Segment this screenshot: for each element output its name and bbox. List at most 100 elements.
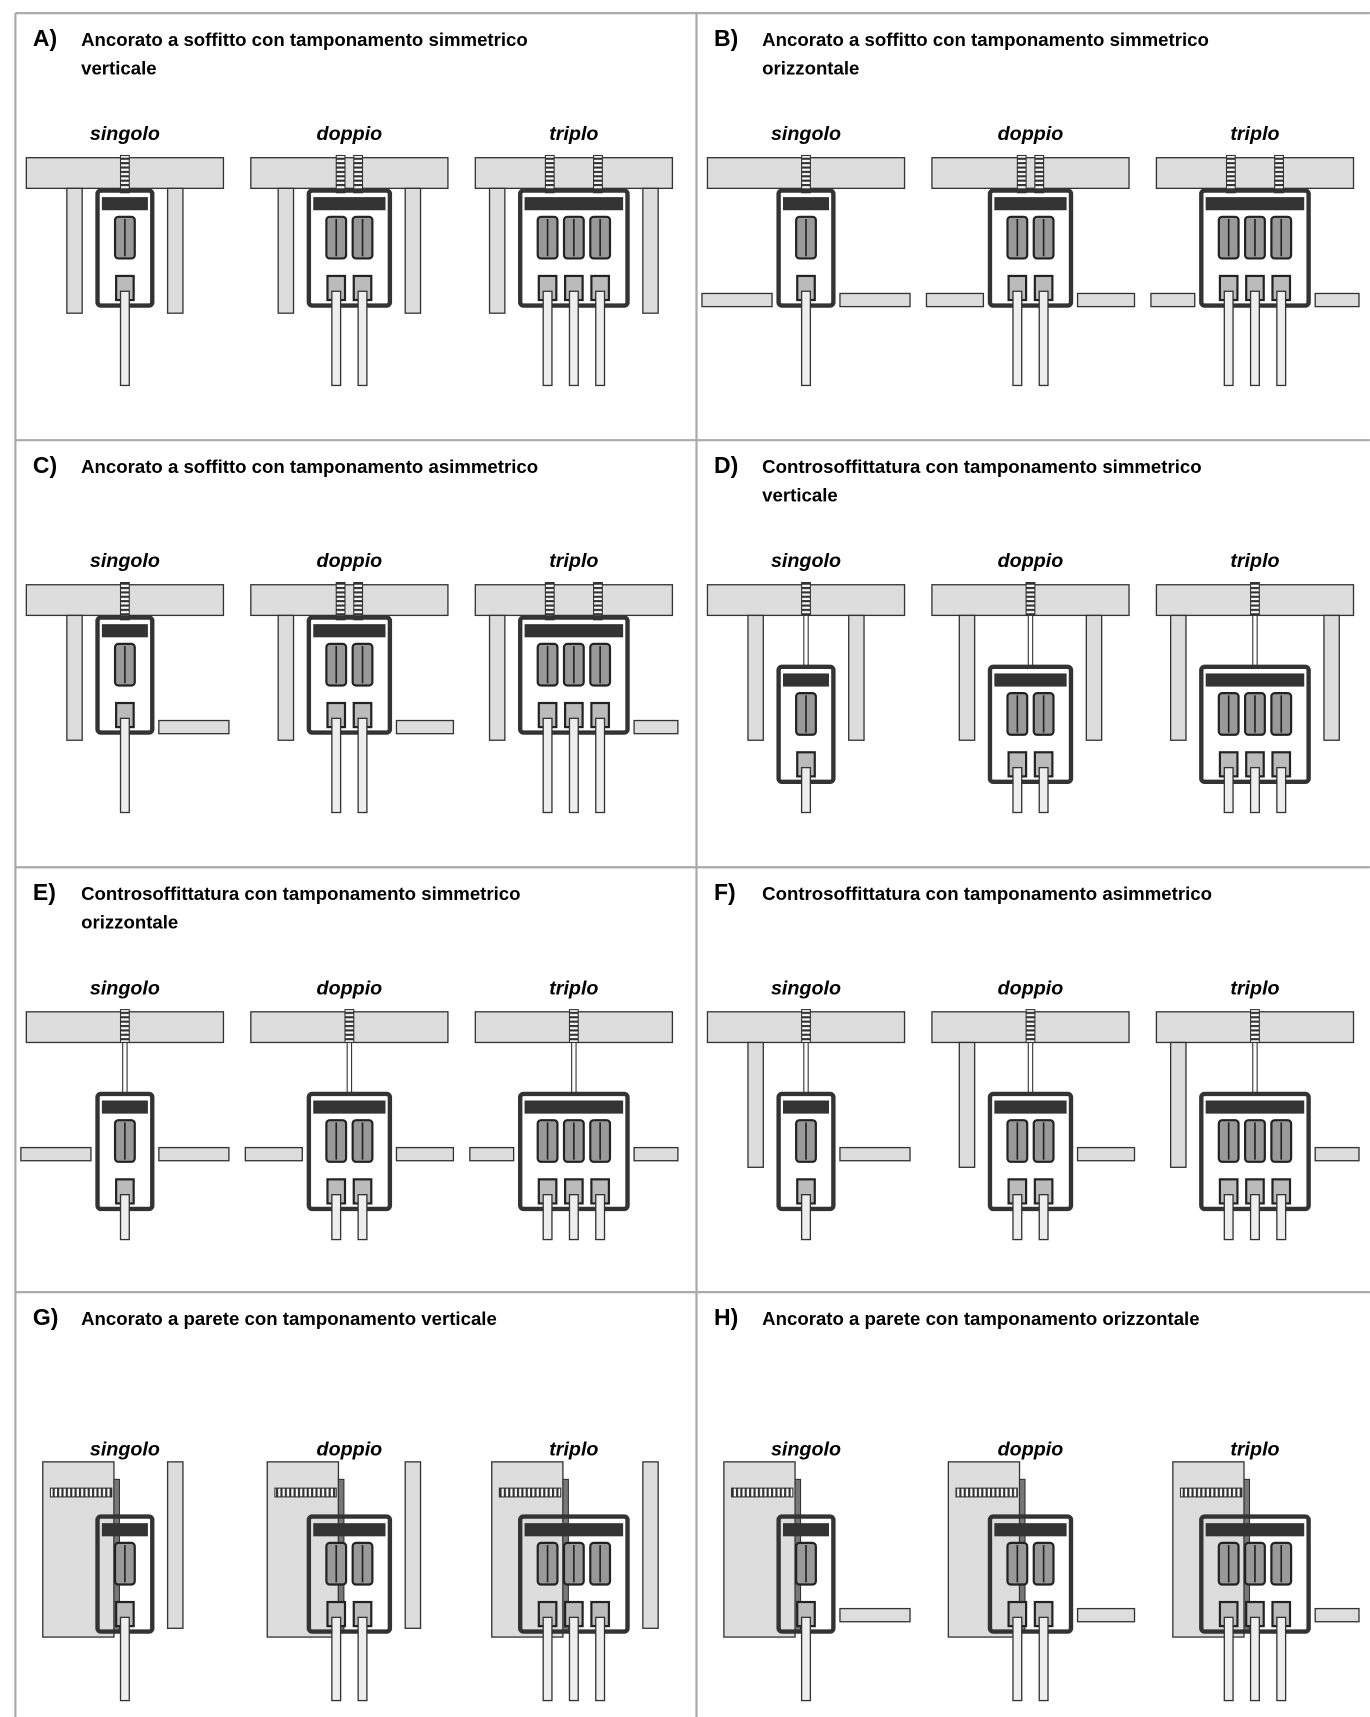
vertical-panel	[166, 1461, 184, 1629]
glass-pane	[568, 717, 579, 814]
rod	[1027, 614, 1034, 669]
ceiling	[474, 157, 674, 190]
carriage	[1205, 1523, 1305, 1537]
horizontal-panel	[1076, 292, 1136, 308]
screw	[1250, 582, 1260, 616]
track-housing	[987, 188, 1074, 308]
carriage	[313, 197, 386, 211]
glass-pane	[331, 1194, 342, 1241]
glass-pane	[595, 1194, 606, 1241]
track-housing	[306, 615, 393, 735]
glass-pane	[357, 1194, 368, 1241]
variant-label: triplo	[1230, 123, 1279, 145]
horizontal-panel	[395, 1146, 455, 1162]
variant-drawing	[1150, 154, 1360, 387]
vertical-panel	[404, 187, 422, 314]
vertical-panel	[958, 1041, 976, 1168]
glass-pane	[1223, 1616, 1234, 1702]
screw	[544, 154, 555, 194]
ceiling	[931, 157, 1130, 190]
glass-pane	[542, 1616, 553, 1702]
track-housing	[987, 1514, 1074, 1634]
variant-label: triplo	[549, 977, 598, 999]
carriage	[101, 624, 148, 638]
screw	[544, 582, 555, 621]
glass-pane	[800, 1194, 812, 1241]
rod	[1252, 614, 1258, 669]
glass-pane	[331, 290, 342, 387]
variant-drawing	[1172, 1461, 1360, 1702]
ceiling	[474, 584, 674, 617]
glass-pane	[119, 1194, 130, 1241]
carriage	[101, 1523, 148, 1537]
carriage	[783, 1100, 829, 1114]
screw	[730, 1487, 794, 1498]
panel-title: Ancorato a soffitto con tamponamento sim…	[81, 29, 528, 50]
carriage	[994, 1100, 1067, 1114]
variant-drawing	[723, 1461, 911, 1702]
vertical-panel	[277, 187, 295, 314]
variant-drawing	[250, 154, 449, 387]
glass-pane	[542, 717, 553, 814]
horizontal-panel	[633, 1146, 679, 1162]
horizontal-panel	[701, 292, 773, 308]
rod	[803, 1041, 809, 1096]
screw	[801, 1009, 811, 1044]
variant-drawing	[947, 1461, 1136, 1702]
variant-label: doppio	[317, 550, 383, 572]
glass-pane	[357, 1616, 368, 1702]
screw	[593, 582, 603, 621]
glass-pane	[331, 717, 342, 814]
panel-title: Ancorato a parete con tamponamento verti…	[81, 1308, 497, 1329]
track-housing	[306, 188, 393, 308]
glass-pane	[595, 290, 606, 387]
variant-label: singolo	[90, 1438, 160, 1460]
carriage	[1205, 1100, 1305, 1114]
carriage	[994, 197, 1067, 211]
carriage	[313, 1100, 386, 1114]
horizontal-panel	[839, 292, 911, 308]
vertical-panel	[747, 614, 764, 741]
variant-label: triplo	[549, 123, 598, 145]
vertical-panel	[404, 1461, 422, 1629]
carriage	[1205, 673, 1305, 687]
screw	[335, 582, 346, 621]
glass-pane	[595, 1616, 606, 1702]
carriage	[783, 197, 829, 211]
glass-pane	[542, 1194, 553, 1241]
carriage	[101, 1100, 148, 1114]
track-housing	[306, 1514, 393, 1634]
glass-pane	[568, 1194, 579, 1241]
variant-label: singolo	[90, 123, 160, 145]
glass-pane	[119, 290, 130, 387]
glass-pane	[1276, 290, 1287, 387]
variant-label: doppio	[317, 1438, 383, 1460]
panel-letter: F)	[714, 879, 736, 905]
panel: B) Ancorato a soffitto con tamponamento s…	[701, 25, 1360, 387]
carriage	[1205, 197, 1305, 211]
glass-pane	[1012, 290, 1023, 387]
screw	[344, 1009, 355, 1044]
variant-drawing	[1155, 582, 1355, 814]
variant-label: triplo	[1230, 977, 1279, 999]
glass-pane	[357, 717, 368, 814]
panel-title: Ancorato a soffitto con tamponamento sim…	[762, 29, 1209, 50]
variant-drawing	[20, 1009, 230, 1241]
carriage	[524, 624, 624, 638]
panel: F) Controsoffittatura con tamponamento as…	[706, 879, 1360, 1241]
variant-label: doppio	[317, 977, 383, 999]
panel: C) Ancorato a soffitto con tamponamento a…	[25, 452, 679, 814]
panel-letter: D)	[714, 452, 738, 478]
variant-label: triplo	[549, 550, 598, 572]
screw	[1250, 1009, 1260, 1044]
screw	[353, 154, 364, 194]
glass-pane	[119, 1616, 130, 1702]
variant-drawing	[931, 582, 1130, 814]
variant-drawing	[706, 582, 906, 814]
glass-pane	[1012, 1616, 1023, 1702]
vertical-panel	[66, 614, 83, 741]
screw	[335, 154, 346, 194]
variant-drawing	[244, 1009, 455, 1241]
track-housing	[987, 664, 1074, 785]
